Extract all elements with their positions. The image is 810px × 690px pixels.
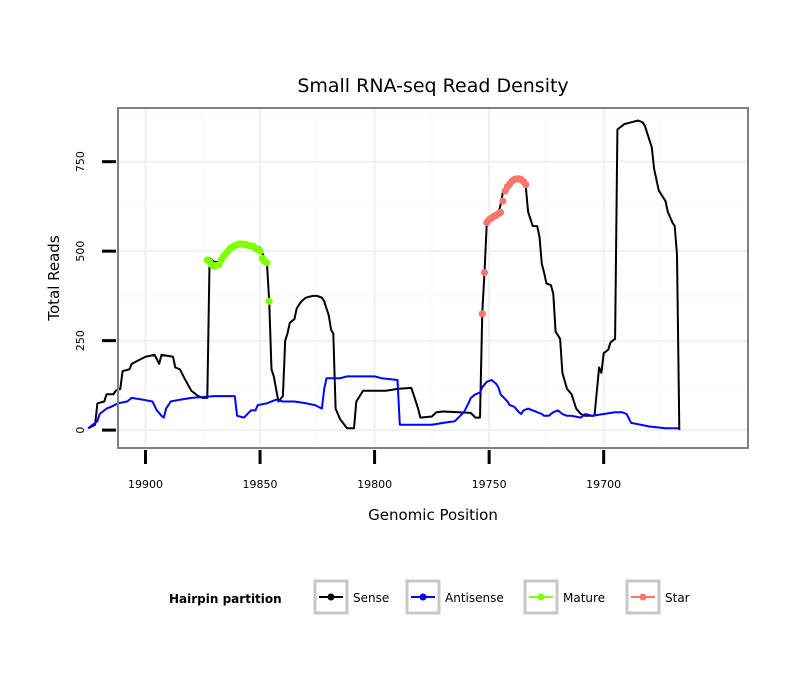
x-tick-label: 19850 (243, 478, 278, 491)
legend-item-sense: Sense (313, 579, 389, 615)
y-tick-label: 500 (74, 241, 87, 262)
legend-key-point (537, 593, 545, 601)
legend: Hairpin partition Sense Antisense Mature St… (169, 579, 690, 615)
y-tick-label: 750 (74, 151, 87, 172)
x-tick-label: 19900 (128, 478, 163, 491)
plot-panel (87, 107, 749, 449)
series-layer (87, 119, 681, 431)
y-axis: 0 250 500 750 (74, 151, 116, 434)
legend-label-antisense: Antisense (445, 591, 504, 605)
x-axis: 19900 19850 19800 19750 19700 (128, 450, 621, 491)
legend-label-star: Star (665, 591, 690, 605)
legend-item-mature: Mature (523, 579, 605, 615)
chart-title: Small RNA-seq Read Density (297, 75, 568, 97)
legend-key-point (419, 593, 427, 601)
series-line-antisense (87, 375, 680, 430)
legend-items: Sense Antisense Mature Star (313, 579, 690, 615)
y-axis-title: Total Reads (45, 235, 63, 321)
data-point-mature (265, 297, 273, 305)
data-point-star (497, 208, 505, 217)
grid-lines (118, 108, 748, 448)
data-point-star (499, 197, 507, 205)
legend-key-point (639, 593, 647, 601)
plot-border (117, 107, 749, 449)
x-tick-label: 19750 (472, 478, 507, 491)
x-tick-label: 19800 (357, 478, 392, 491)
data-point-star (522, 181, 530, 189)
legend-label-mature: Mature (563, 591, 605, 605)
data-point-star (478, 310, 486, 318)
y-tick-label: 250 (74, 330, 87, 351)
data-point-star (480, 269, 489, 277)
legend-item-antisense: Antisense (405, 579, 504, 615)
legend-item-star: Star (625, 579, 690, 615)
legend-key-point (327, 593, 335, 601)
y-tick-label: 0 (74, 427, 87, 434)
x-axis-title: Genomic Position (368, 506, 498, 524)
legend-title: Hairpin partition (169, 592, 282, 606)
data-point-mature (263, 259, 271, 267)
legend-label-sense: Sense (353, 591, 389, 605)
x-tick-label: 19700 (586, 478, 621, 491)
data-point-mature (256, 247, 264, 255)
